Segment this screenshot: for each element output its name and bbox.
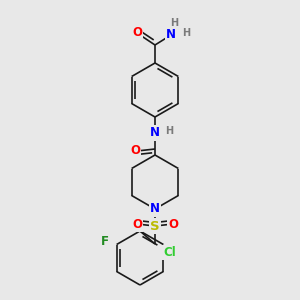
Text: O: O xyxy=(130,145,140,158)
Text: O: O xyxy=(132,218,142,230)
Text: O: O xyxy=(132,26,142,40)
Text: H: H xyxy=(165,126,173,136)
Text: N: N xyxy=(150,127,160,140)
Text: N: N xyxy=(150,202,160,215)
Text: H: H xyxy=(170,18,178,28)
Text: N: N xyxy=(166,28,176,41)
Text: H: H xyxy=(182,28,190,38)
Text: O: O xyxy=(168,218,178,230)
Text: Cl: Cl xyxy=(163,246,176,259)
Text: S: S xyxy=(150,220,160,232)
Text: F: F xyxy=(100,235,109,248)
